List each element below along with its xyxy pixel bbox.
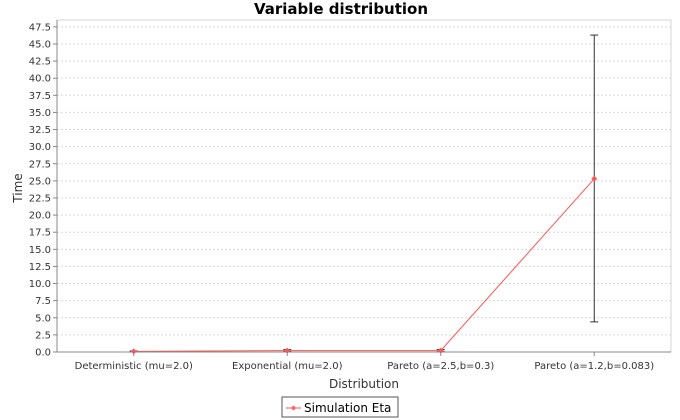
- legend: Simulation Eta: [281, 396, 399, 418]
- x-axis-title: Distribution: [329, 377, 399, 391]
- legend-marker-swatch: [291, 405, 296, 411]
- y-tick-label: 27.5: [29, 159, 51, 170]
- y-tick-label: 30.0: [29, 142, 51, 153]
- y-tick-label: 47.5: [29, 22, 51, 33]
- y-tick-label: 40.0: [29, 74, 51, 85]
- y-tick-label: 45.0: [29, 39, 51, 50]
- chart-title: Variable distribution: [254, 0, 428, 18]
- y-tick-label: 12.5: [29, 262, 51, 273]
- x-tick-label: Pareto (a=1.2,b=0.083): [534, 361, 654, 372]
- y-axis-ticks: 0.0 2.5 5.0 7.5 10.0 12.5 15.0 17.5 20.0 22.5 25.0…: [29, 22, 57, 359]
- y-tick-label: 2.5: [35, 330, 51, 341]
- y-tick-label: 42.5: [29, 57, 51, 68]
- data-point: [591, 175, 598, 182]
- y-tick-label: 15.0: [29, 245, 51, 256]
- series-line: [133, 178, 595, 352]
- x-tick-label: Deterministic (mu=2.0): [75, 361, 193, 372]
- y-tick-label: 0.0: [35, 348, 51, 359]
- series-simulation-eta: [130, 175, 598, 355]
- y-tick-label: 22.5: [29, 193, 51, 204]
- y-tick-label: 37.5: [29, 91, 51, 102]
- y-tick-label: 5.0: [35, 313, 51, 324]
- y-tick-label: 17.5: [29, 228, 51, 239]
- legend-box: [281, 396, 399, 418]
- y-tick-label: 10.0: [29, 279, 51, 290]
- x-axis-ticks: Deterministic (mu=2.0) Exponential (mu=2.…: [75, 352, 654, 372]
- plot-area: [56, 19, 672, 353]
- y-tick-label: 35.0: [29, 108, 51, 119]
- y-tick-label: 25.0: [29, 176, 51, 187]
- x-tick-label: Pareto (a=2.5,b=0.3): [387, 361, 494, 372]
- y-tick-label: 32.5: [29, 125, 51, 136]
- y-axis-title: Time: [11, 173, 25, 203]
- data-point: [130, 348, 137, 355]
- legend-label-simulation-eta: Simulation Eta: [304, 401, 391, 415]
- y-tick-label: 20.0: [29, 211, 51, 222]
- x-tick-label: Exponential (mu=2.0): [232, 361, 343, 372]
- y-tick-label: 7.5: [35, 296, 51, 307]
